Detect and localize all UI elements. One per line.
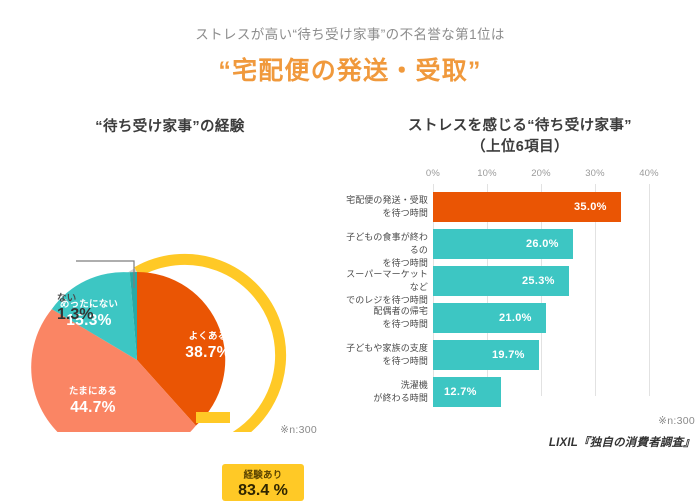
bar-value: 19.7% — [492, 349, 525, 361]
bar-value: 21.0% — [499, 312, 532, 324]
bar-rect — [433, 229, 573, 259]
bar-rect — [433, 192, 622, 222]
bar-value: 35.0% — [574, 201, 607, 213]
bar-rect — [433, 266, 569, 296]
pie-slice-mettaninai — [51, 272, 137, 360]
pie-slice-yokuaru — [137, 271, 226, 426]
bar-row-label-line2: が終わる時間 — [373, 393, 428, 404]
pie-slice-tamaniaru — [31, 309, 196, 432]
pie-chart-graphic: よくある 38.7% たまにある 44.7% めったにない 15.3% — [0, 172, 340, 432]
bar-chart-plot-area: 0% 10% 20% 30% 40% 宅配便の発送・受取 を待つ時間 35.0%… — [340, 168, 700, 424]
bar-row: スーパーマーケットなど でのレジを待つ時間 25.3% — [340, 266, 700, 305]
bar-chart-title: ストレスを感じる“待ち受け家事” （上位6項目） — [340, 112, 700, 158]
bar-row-label-line2: を待つ時間 — [382, 319, 428, 330]
bar-row-label: 洗濯機 が終わる時間 — [340, 379, 428, 405]
pie-sample-size-note: ※n:300 — [280, 424, 317, 436]
axis-tick-0: 0% — [425, 168, 441, 179]
bar-row-label-line2: でのレジを待つ時間 — [346, 295, 428, 306]
bar-row-label: 配偶者の帰宅 を待つ時間 — [340, 305, 428, 331]
bar-rect — [433, 340, 539, 370]
bar-row-label-line2: を待つ時間 — [382, 258, 428, 269]
pie-callout-value: 83.4 % — [238, 482, 288, 499]
bar-row-label: 宅配便の発送・受取 を待つ時間 — [340, 194, 428, 220]
axis-tick-20: 20% — [531, 168, 551, 179]
bar-row-label-line1: スーパーマーケットなど — [346, 269, 428, 293]
pie-slice-label-nai: ない 1.3% — [57, 293, 94, 324]
bar-row-label-line1: 宅配便の発送・受取 — [346, 195, 428, 205]
pie-slice-name: ない — [57, 293, 77, 304]
bar-row-label-line2: を待つ時間 — [382, 208, 428, 219]
bar-rect — [433, 377, 502, 407]
pie-slice-nai — [129, 272, 137, 360]
header-subtitle: ストレスが高い“待ち受け家事”の不名誉な第1位は — [195, 27, 505, 42]
header-title: “宅配便の発送・受取” — [218, 56, 482, 85]
pie-chart-panel: “待ち受け家事”の経験 — [0, 112, 340, 501]
bar-value: 25.3% — [522, 275, 555, 287]
pie-leader-line — [76, 260, 135, 288]
bar-row: 配偶者の帰宅 を待つ時間 21.0% — [340, 303, 700, 333]
bar-row-label-line1: 洗濯機 — [400, 380, 428, 390]
pie-callout-label: 経験あり — [243, 470, 283, 481]
bar-row-label: 子どもの食事が終わるの を待つ時間 — [340, 231, 428, 270]
bar-chart-title-line2: （上位6項目） — [471, 139, 569, 156]
gridline-30 — [595, 184, 596, 396]
axis-tick-10: 10% — [477, 168, 497, 179]
pie-slice-value: 1.3% — [57, 306, 94, 324]
bar-value: 12.7% — [444, 386, 477, 398]
bar-chart-title-line1: ストレスを感じる“待ち受け家事” — [408, 118, 632, 134]
bar-row-label-line2: を待つ時間 — [382, 356, 428, 367]
pie-callout-experienced: 経験あり 83.4 % — [222, 464, 304, 501]
source-attribution: LIXIL『独自の消費者調査』 — [548, 437, 695, 449]
bar-row-label-line1: 子どもの食事が終わるの — [346, 232, 428, 256]
axis-tick-30: 30% — [585, 168, 605, 179]
bar-row-label: スーパーマーケットなど でのレジを待つ時間 — [340, 268, 428, 307]
bar-rect — [433, 303, 546, 333]
infographic-header: ストレスが高い“待ち受け家事”の不名誉な第1位は “宅配便の発送・受取” — [0, 26, 700, 86]
bar-row-label: 子どもや家族の支度 を待つ時間 — [340, 342, 428, 368]
axis-tick-40: 40% — [639, 168, 659, 179]
bar-row: 宅配便の発送・受取 を待つ時間 35.0% — [340, 192, 700, 222]
bar-chart-panel: ストレスを感じる“待ち受け家事” （上位6項目） 0% 10% 20% 30% … — [340, 112, 700, 462]
bar-row: 洗濯機 が終わる時間 12.7% — [340, 377, 700, 407]
bar-row-label-line1: 配偶者の帰宅 — [373, 306, 428, 316]
pie-chart-title: “待ち受け家事”の経験 — [95, 119, 245, 135]
gridline-40 — [649, 184, 650, 396]
pie-callout-connector — [196, 412, 230, 423]
bar-value: 26.0% — [526, 238, 559, 250]
bar-row: 子どもや家族の支度 を待つ時間 19.7% — [340, 340, 700, 370]
pie-svg — [31, 253, 287, 432]
bar-row: 子どもの食事が終わるの を待つ時間 26.0% — [340, 229, 700, 268]
bar-sample-size-note: ※n:300 — [658, 415, 695, 427]
bar-row-label-line1: 子どもや家族の支度 — [346, 343, 428, 353]
pie-slices-group — [31, 271, 226, 432]
